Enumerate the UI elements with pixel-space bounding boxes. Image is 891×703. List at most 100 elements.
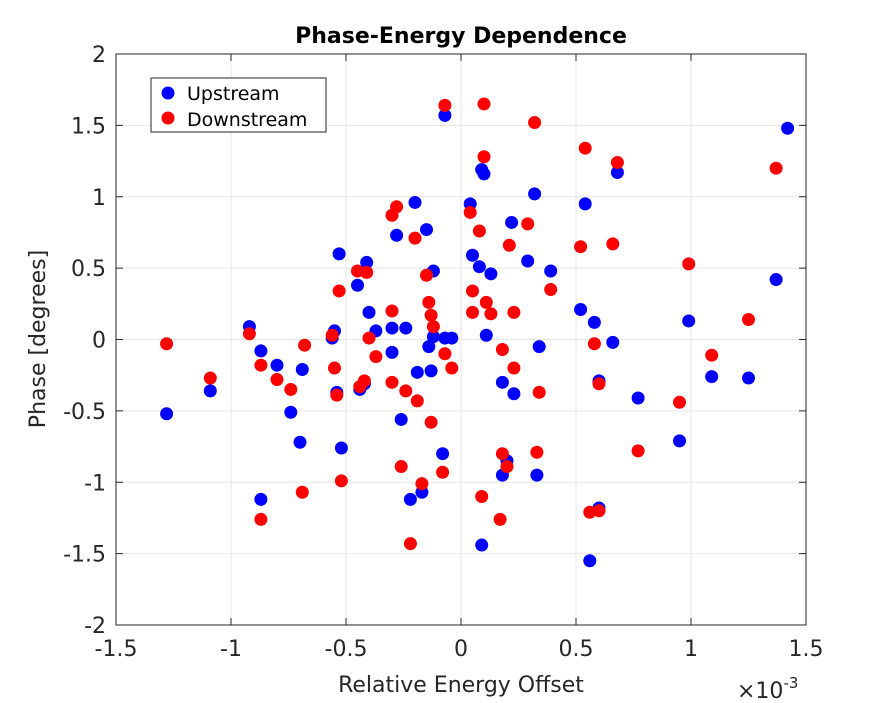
point-downstream bbox=[682, 257, 696, 271]
point-upstream bbox=[530, 468, 544, 482]
point-downstream bbox=[742, 313, 755, 327]
point-downstream bbox=[574, 240, 588, 254]
y-tick-labels: -2 -1.5 -1 -0.5 0 0.5 1 1.5 2 bbox=[63, 43, 106, 639]
point-downstream bbox=[424, 308, 438, 322]
point-downstream bbox=[606, 237, 620, 251]
point-downstream bbox=[360, 265, 374, 279]
point-downstream bbox=[507, 361, 521, 375]
point-upstream bbox=[521, 254, 535, 268]
point-downstream bbox=[160, 337, 174, 351]
y-tick-label: -0.5 bbox=[63, 400, 106, 425]
y-tick-label: -1.5 bbox=[63, 543, 106, 568]
point-upstream bbox=[385, 321, 399, 335]
x-tick-labels: -1.5 -1 -0.5 0 0.5 1 1.5 bbox=[95, 637, 824, 662]
point-upstream bbox=[332, 247, 346, 261]
point-downstream bbox=[385, 304, 399, 318]
point-downstream bbox=[328, 361, 341, 375]
point-upstream bbox=[742, 371, 755, 385]
point-upstream bbox=[403, 492, 417, 506]
point-upstream bbox=[532, 340, 546, 354]
point-upstream bbox=[436, 447, 450, 461]
y-tick-label: 0 bbox=[92, 329, 106, 354]
point-downstream bbox=[254, 358, 268, 372]
point-upstream bbox=[426, 330, 440, 344]
point-upstream bbox=[466, 248, 479, 262]
point-upstream bbox=[203, 384, 217, 398]
point-upstream bbox=[578, 197, 592, 211]
point-upstream bbox=[475, 538, 489, 552]
y-tick-label: 1 bbox=[92, 186, 106, 211]
point-upstream bbox=[587, 315, 601, 329]
point-upstream bbox=[769, 273, 783, 287]
point-downstream bbox=[284, 382, 298, 396]
point-downstream bbox=[610, 155, 624, 169]
point-downstream bbox=[203, 371, 217, 385]
point-downstream bbox=[325, 328, 339, 342]
point-downstream bbox=[330, 388, 344, 402]
point-upstream bbox=[410, 365, 424, 379]
point-upstream bbox=[673, 434, 686, 448]
point-downstream bbox=[530, 445, 544, 459]
point-downstream bbox=[466, 284, 479, 298]
point-upstream bbox=[295, 362, 309, 376]
x-tick-label: 0.5 bbox=[559, 637, 594, 662]
point-downstream bbox=[493, 512, 507, 526]
point-upstream bbox=[390, 228, 404, 242]
point-downstream bbox=[521, 217, 535, 231]
chart-title: Phase-Energy Dependence bbox=[295, 24, 627, 49]
point-upstream bbox=[479, 328, 493, 342]
x-tick-label: -1 bbox=[220, 637, 242, 662]
point-downstream bbox=[544, 283, 558, 297]
legend-marker-upstream bbox=[161, 86, 175, 100]
point-upstream bbox=[477, 167, 491, 181]
point-downstream bbox=[445, 361, 459, 375]
point-upstream bbox=[631, 391, 645, 405]
point-downstream bbox=[408, 231, 422, 245]
x-tick-label: -0.5 bbox=[325, 637, 368, 662]
point-downstream bbox=[270, 372, 284, 386]
point-upstream bbox=[160, 407, 174, 421]
point-upstream bbox=[574, 303, 588, 317]
point-downstream bbox=[410, 394, 424, 408]
point-upstream bbox=[385, 345, 399, 359]
point-downstream bbox=[424, 415, 438, 429]
point-downstream bbox=[298, 338, 312, 352]
point-upstream bbox=[424, 364, 438, 378]
point-downstream bbox=[254, 512, 268, 526]
point-downstream bbox=[477, 97, 491, 111]
point-downstream bbox=[495, 447, 509, 461]
point-downstream bbox=[532, 385, 546, 399]
x-tick-label: 1 bbox=[684, 637, 698, 662]
y-tick-label: -1 bbox=[84, 471, 106, 496]
point-downstream bbox=[673, 395, 686, 409]
x-axis-label: Relative Energy Offset bbox=[338, 673, 584, 698]
point-downstream bbox=[403, 537, 417, 551]
point-upstream bbox=[507, 387, 521, 401]
point-upstream bbox=[422, 340, 436, 354]
point-downstream bbox=[479, 295, 493, 309]
point-downstream bbox=[484, 307, 498, 321]
legend-label-downstream: Downstream bbox=[187, 109, 307, 131]
point-downstream bbox=[502, 238, 516, 252]
y-tick-label: 2 bbox=[92, 43, 106, 68]
point-downstream bbox=[436, 465, 450, 479]
point-upstream bbox=[505, 215, 519, 229]
point-upstream bbox=[362, 305, 376, 319]
point-downstream bbox=[631, 444, 645, 458]
point-upstream bbox=[781, 121, 795, 135]
point-downstream bbox=[420, 268, 433, 282]
point-upstream bbox=[399, 321, 413, 335]
point-downstream bbox=[438, 347, 452, 361]
legend-label-upstream: Upstream bbox=[187, 83, 280, 105]
point-downstream bbox=[242, 327, 256, 341]
x-exponent-base: ×10 bbox=[737, 679, 783, 703]
point-downstream bbox=[369, 350, 383, 364]
point-downstream bbox=[507, 305, 521, 319]
x-tick-label: 0 bbox=[454, 637, 468, 662]
point-downstream bbox=[500, 460, 514, 474]
point-upstream bbox=[484, 267, 498, 281]
point-downstream bbox=[295, 485, 309, 499]
legend: Upstream Downstream bbox=[150, 77, 327, 133]
point-upstream bbox=[408, 195, 422, 209]
